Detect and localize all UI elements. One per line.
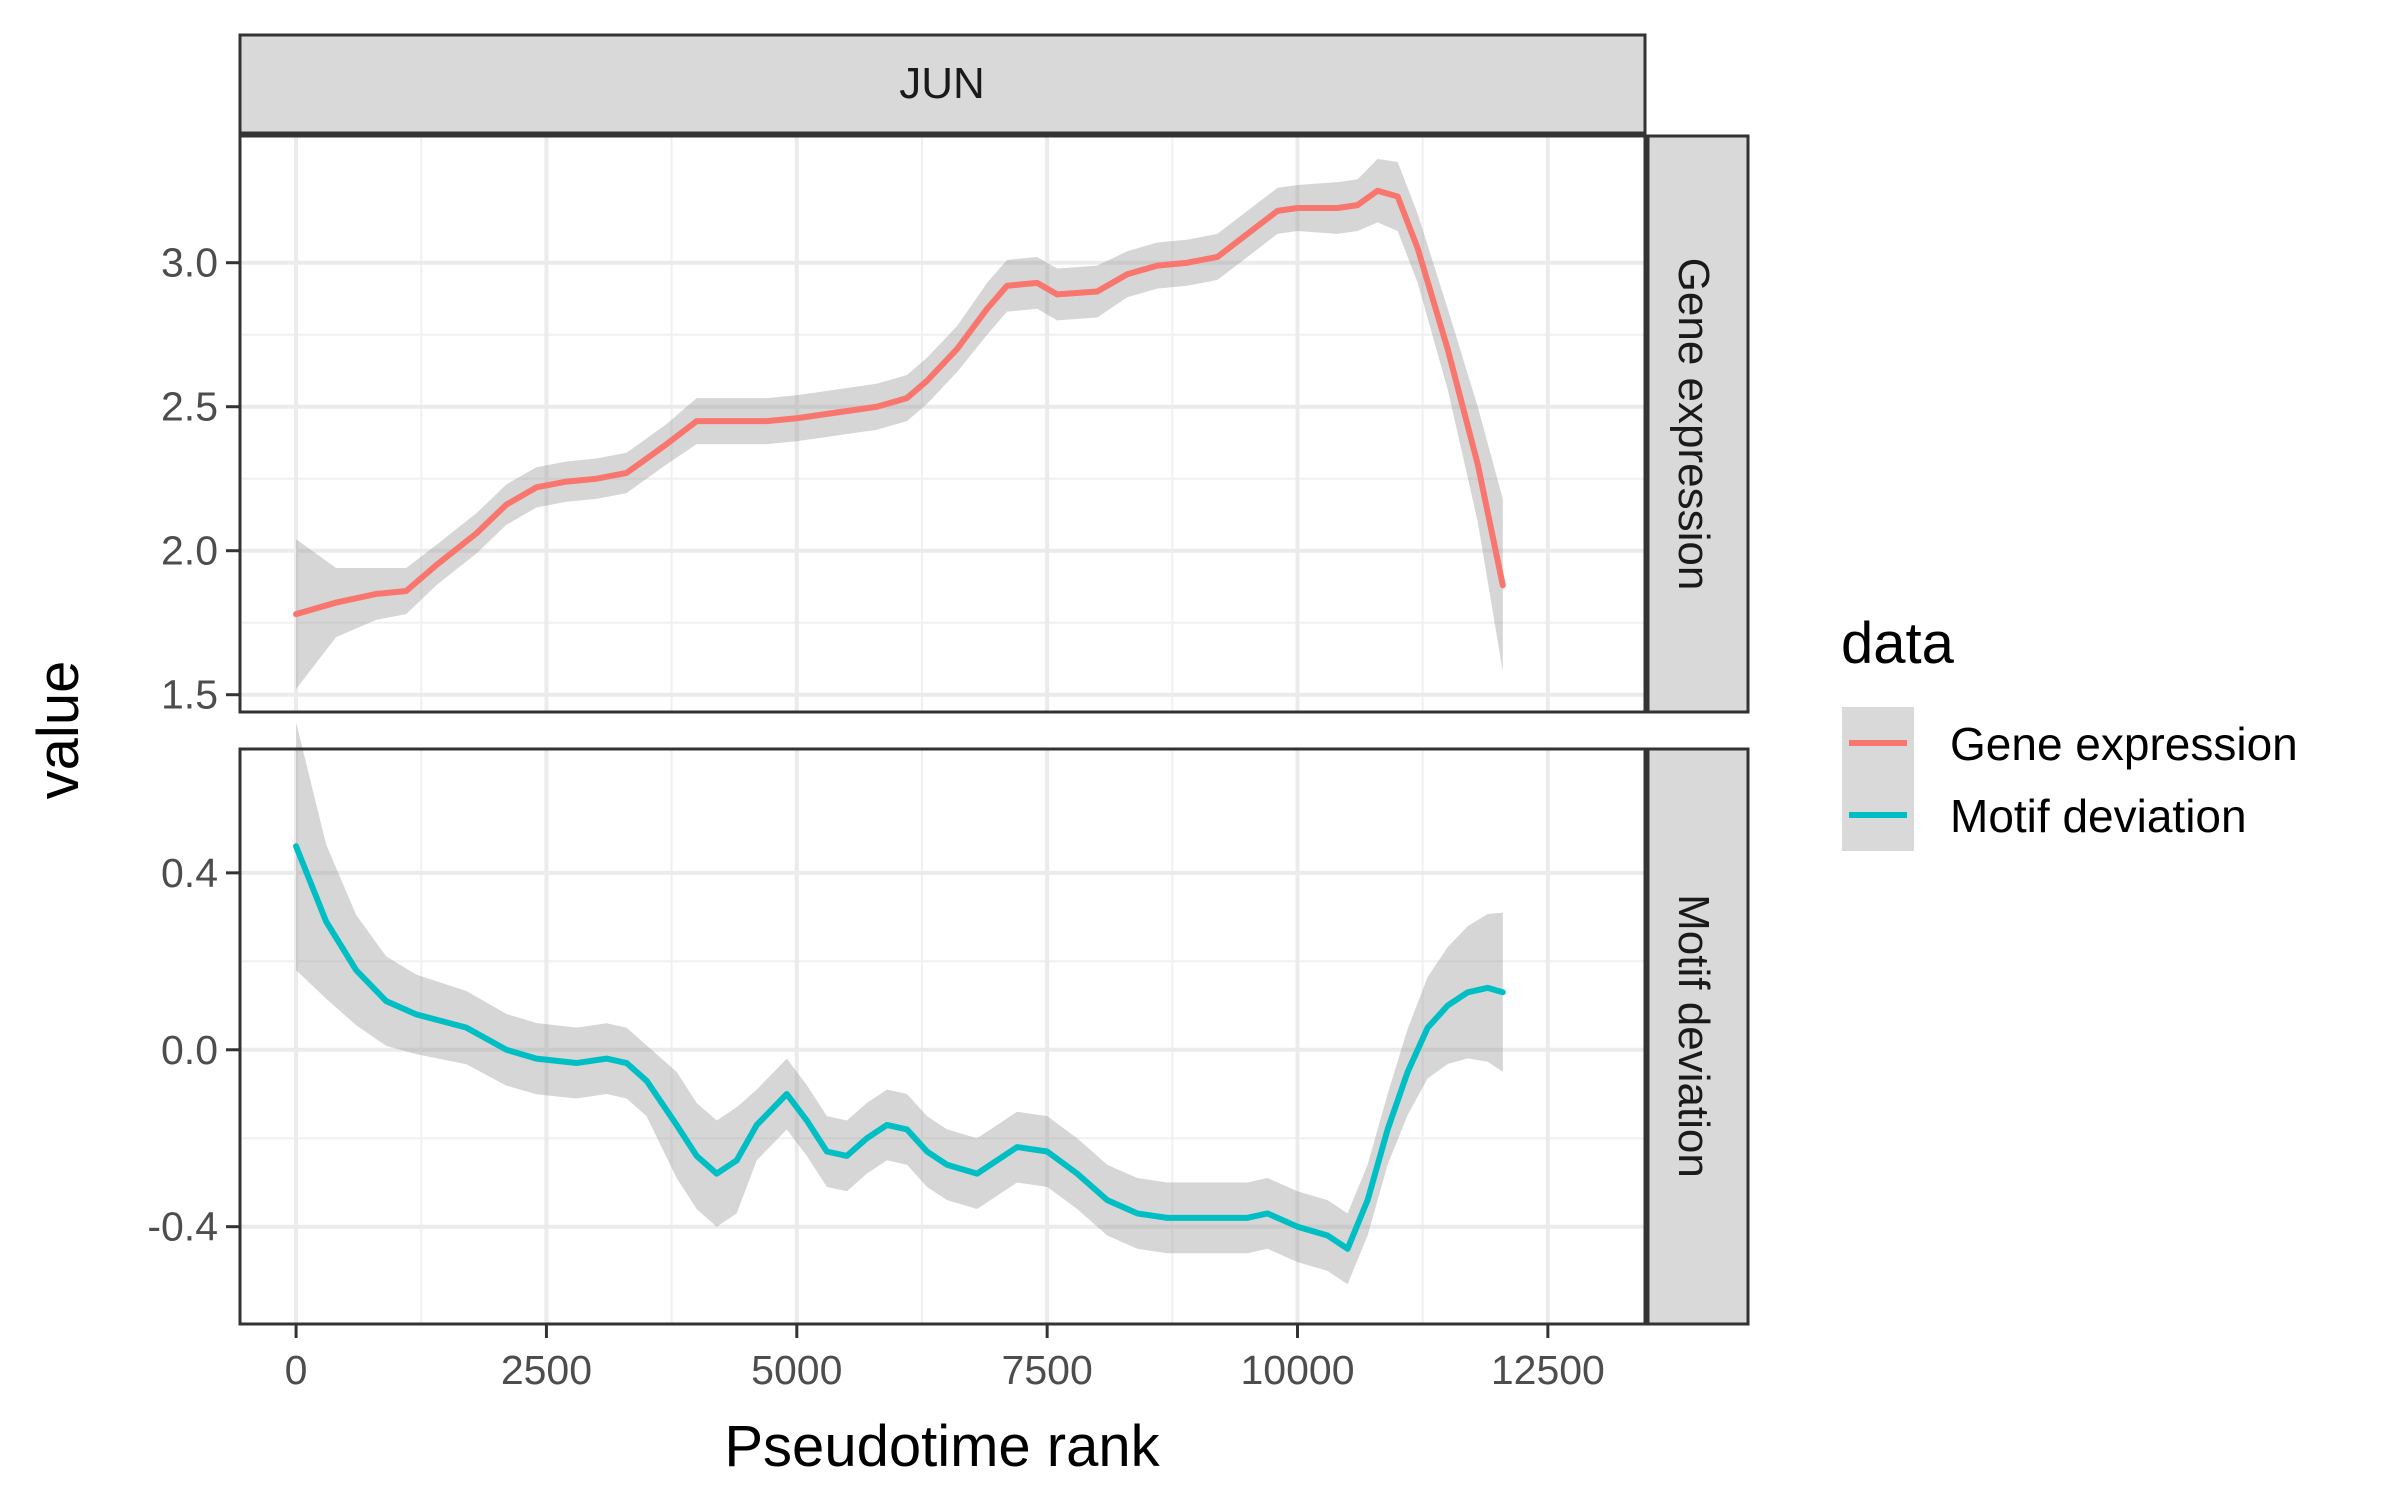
x-tick-label: 2500 [501, 1347, 592, 1393]
x-tick-label: 7500 [1002, 1347, 1093, 1393]
y-axis-title: value [26, 661, 91, 800]
facet-strip-label-gene-expression: Gene expression [1669, 258, 1718, 591]
facet-strip-label-motif-deviation: Motif deviation [1669, 894, 1718, 1178]
facet-title: JUN [899, 59, 985, 108]
x-tick-label: 0 [285, 1347, 308, 1393]
y-tick-label: -0.4 [147, 1204, 218, 1250]
facet-strip-motif-deviation [1646, 747, 1750, 1326]
y-tick-label: 0.0 [161, 1027, 218, 1073]
x-tick-label: 5000 [751, 1347, 842, 1393]
series-line [293, 187, 1506, 618]
panel-1-ribbon [296, 159, 1503, 689]
panel-1-y-axis: 1.5 2.0 2.5 3.0 [161, 240, 240, 718]
x-axis: 0 2500 5000 7500 10000 12500 [285, 1324, 1605, 1393]
panel-2-line [293, 843, 1506, 1252]
facet-strip-top [238, 33, 1647, 135]
panel-1-grid [240, 136, 1645, 712]
panel-2-grid [240, 749, 1645, 1324]
legend: data Gene expression Motif deviation [1841, 611, 2298, 851]
panel-1-border [238, 134, 1647, 714]
facet-strip-gene-expression [1646, 134, 1750, 714]
y-tick-label: 3.0 [161, 240, 218, 286]
panel-1-background [240, 136, 1645, 712]
legend-label-gene-expression: Gene expression [1950, 718, 2298, 770]
panel-2-border [238, 747, 1647, 1326]
x-tick-label: 10000 [1240, 1347, 1354, 1393]
confidence-ribbon [296, 159, 1503, 689]
panel-1-line [293, 187, 1506, 618]
legend-label-motif-deviation: Motif deviation [1950, 790, 2247, 842]
x-axis-title: Pseudotime rank [724, 1414, 1160, 1479]
y-tick-label: 0.4 [161, 850, 218, 896]
y-tick-label: 2.5 [161, 384, 218, 430]
series-line [293, 843, 1506, 1252]
panel-2-y-axis: -0.4 0.0 0.4 [147, 850, 240, 1250]
panel-motif-deviation: -0.4 0.0 0.4 Motif deviation [147, 722, 1750, 1326]
panel-gene-expression: 1.5 2.0 2.5 3.0 Gene expression [161, 134, 1750, 718]
x-tick-label: 12500 [1491, 1347, 1605, 1393]
y-tick-label: 1.5 [161, 672, 218, 718]
y-tick-label: 2.0 [161, 528, 218, 574]
legend-title: data [1841, 611, 1955, 676]
